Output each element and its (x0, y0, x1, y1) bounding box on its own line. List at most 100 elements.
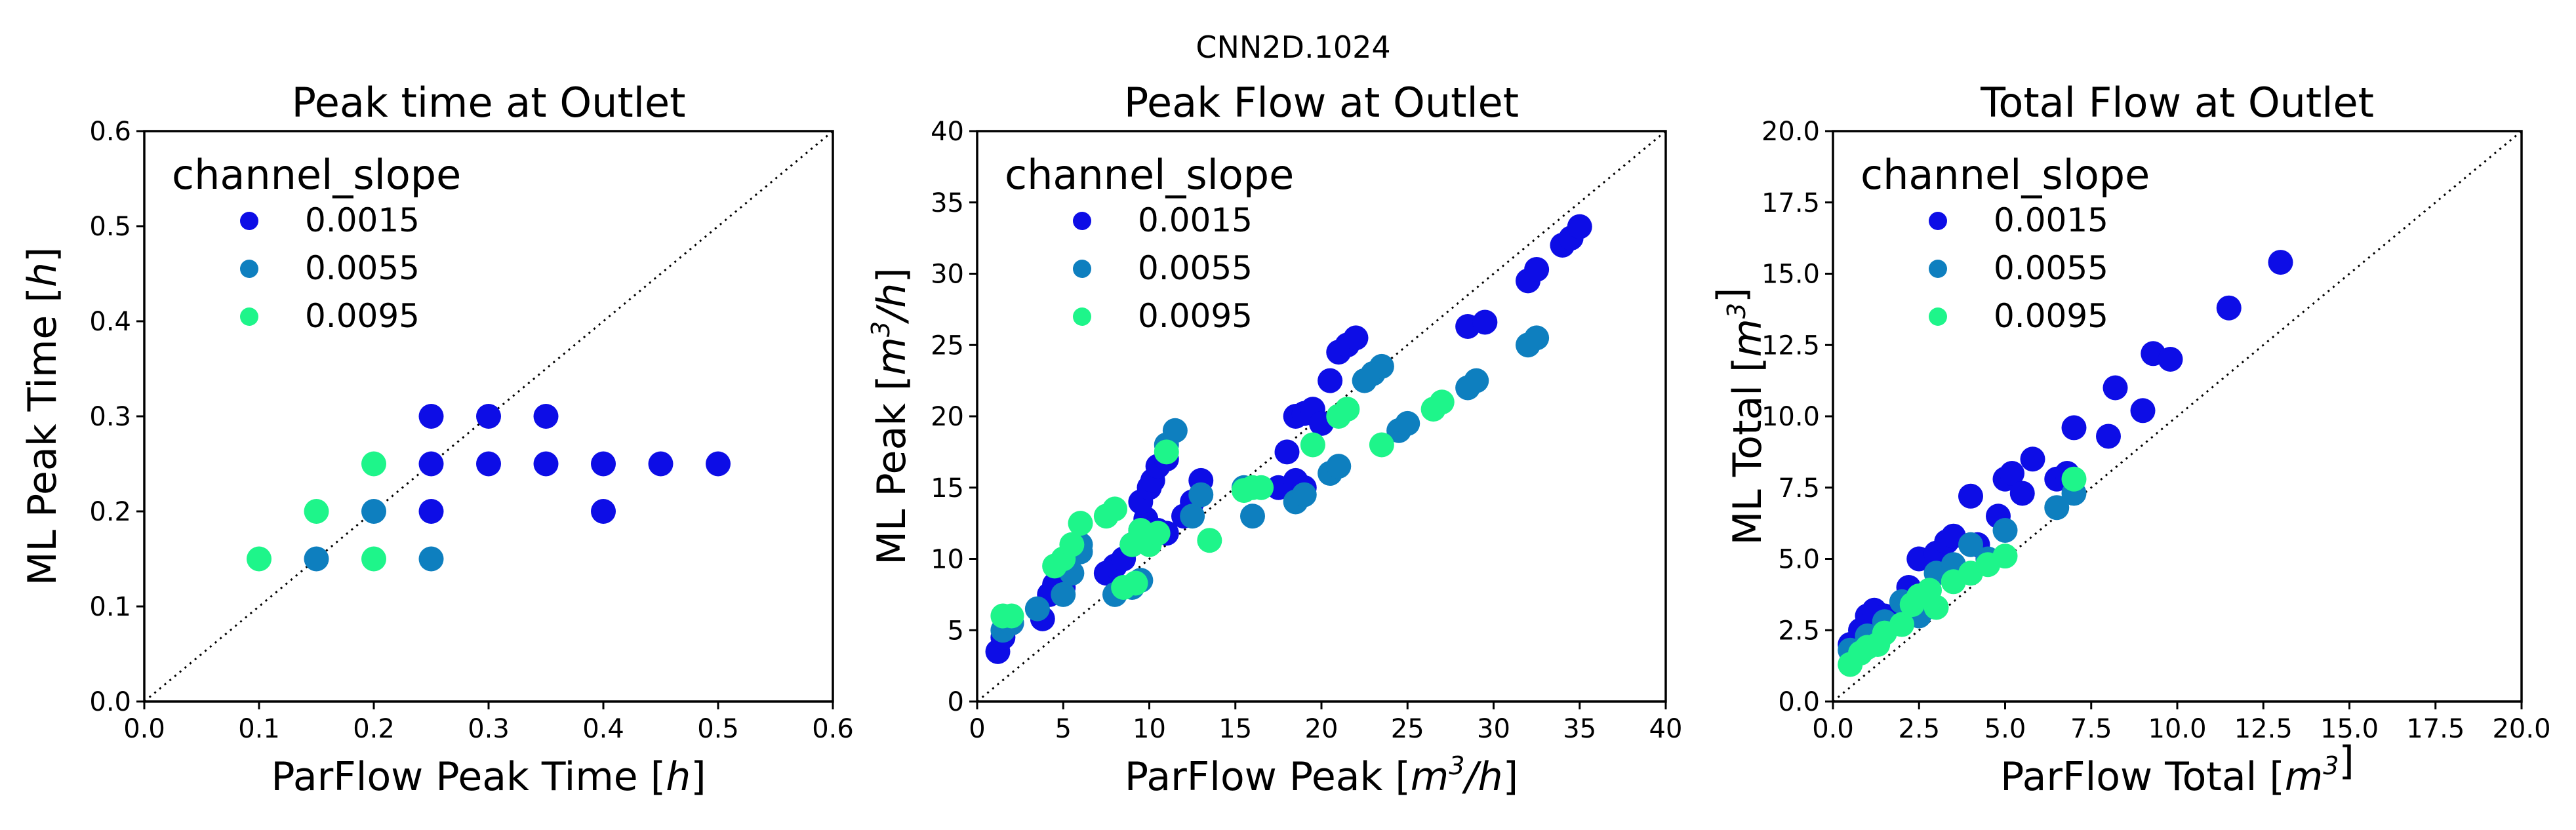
data-point (2096, 424, 2121, 449)
y-axis-label: ML Peak [m3/h] (866, 267, 915, 565)
series-0.0095 (990, 389, 1455, 629)
y-tick-label: 20 (931, 402, 964, 432)
data-point (1429, 389, 1455, 415)
x-tick-label: 0.0 (1812, 714, 1854, 744)
chart-panels: Peak time at Outlet 0.0 0.1 0.2 0.3 0.4 0.5 0.6… (20, 79, 2551, 800)
x-tick-label: 7.5 (2070, 714, 2112, 744)
y-tick-label: 0.3 (89, 402, 131, 432)
data-point (476, 404, 501, 429)
y-tick-label: 2.5 (1778, 616, 1820, 646)
x-tick-label: 0.5 (697, 714, 739, 744)
series-0.0055 (304, 499, 444, 572)
x-tick-label: 0 (969, 714, 985, 744)
data-point (1180, 504, 1205, 529)
legend-title: channel_slope (1005, 151, 1294, 199)
data-point (1923, 595, 1949, 620)
data-point (1992, 543, 2018, 569)
data-point (533, 451, 559, 477)
data-point (2020, 446, 2045, 472)
x-tick-label: 0.1 (238, 714, 280, 744)
y-tick-label: 10 (931, 545, 964, 575)
x-tick-label: 0.2 (353, 714, 395, 744)
data-point (361, 546, 386, 572)
x-tick-label: 10.0 (2148, 714, 2206, 744)
panel-1: Peak time at Outlet 0.0 0.1 0.2 0.3 0.4 0.5 0.6… (20, 79, 854, 800)
x-tick-label: 0.0 (123, 714, 165, 744)
legend-entry: 0.0015 (305, 201, 420, 239)
legend-marker (1929, 212, 1947, 230)
x-tick-label: 5 (1055, 714, 1072, 744)
data-point (1335, 397, 1360, 422)
series-0.0095 (247, 451, 386, 572)
data-point (1326, 454, 1352, 479)
y-tick-label: 17.5 (1761, 188, 1820, 218)
data-point (1274, 439, 1300, 465)
legend-entry: 0.0055 (305, 249, 420, 287)
y-tick-label: 30 (931, 260, 964, 290)
data-point (999, 603, 1024, 629)
identity-line (1832, 130, 2522, 703)
panel-title: Peak Flow at Outlet (1124, 79, 1519, 127)
data-point (533, 404, 559, 429)
x-tick-label: 20 (1305, 714, 1338, 744)
data-point (476, 451, 501, 477)
data-point (1958, 483, 1983, 509)
series-0.0015 (418, 404, 731, 524)
legend-entry: 0.0015 (1138, 201, 1253, 239)
data-point (418, 499, 444, 524)
data-point (2158, 347, 2183, 372)
y-tick-label: 0.0 (89, 687, 131, 717)
x-tick-label: 2.5 (1898, 714, 1940, 744)
y-tick-label: 0.6 (89, 117, 131, 147)
data-point (1958, 532, 1983, 557)
y-tick-label: 15.0 (1761, 260, 1820, 290)
data-point (1524, 256, 1550, 282)
data-point (304, 499, 329, 524)
data-point (1188, 482, 1214, 507)
y-tick-label: 20.0 (1761, 117, 1820, 147)
panel-2: Peak Flow at Outlet 0 5 10 15 20 25 30 35 40 0 5 10 1… (866, 79, 1682, 800)
legend-marker (1929, 307, 1947, 326)
data-point (648, 451, 674, 477)
data-point (1300, 432, 1325, 458)
data-point (1240, 504, 1265, 529)
data-point (2009, 481, 2035, 506)
legend-entry: 0.0055 (1994, 249, 2108, 287)
x-tick-label: 25 (1391, 714, 1424, 744)
data-point (1162, 418, 1188, 443)
y-tick-label: 35 (931, 188, 964, 218)
series-0.0095 (1838, 466, 2087, 677)
legend-entry: 0.0095 (1994, 297, 2108, 335)
x-tick-label: 30 (1477, 714, 1510, 744)
data-point (2044, 495, 2070, 521)
x-tick-label: 40 (1649, 714, 1683, 744)
figure-suptitle: CNN2D.1024 (1196, 30, 1390, 65)
y-tick-label: 0.5 (89, 212, 131, 242)
x-tick-label: 20.0 (2492, 714, 2550, 744)
x-axis-label: ParFlow Peak Time [h] (271, 754, 706, 800)
data-point (1123, 570, 1148, 596)
data-point (1472, 309, 1498, 335)
panel-title: Total Flow at Outlet (1980, 79, 2374, 127)
data-point (1889, 612, 1914, 637)
x-tick-label: 5.0 (1984, 714, 2026, 744)
x-tick-label: 12.5 (2234, 714, 2293, 744)
data-point (418, 451, 444, 477)
legend-marker (240, 260, 258, 278)
x-tick-label: 0.6 (812, 714, 854, 744)
legend-marker (240, 307, 258, 326)
legend-marker (1073, 212, 1091, 230)
legend-entry: 0.0095 (1138, 297, 1253, 335)
panel-title: Peak time at Outlet (292, 79, 686, 127)
data-point (2000, 461, 2024, 486)
data-point (1524, 325, 1550, 351)
y-axis-label: ML Peak Time [h] (20, 247, 66, 586)
data-point (591, 451, 616, 477)
data-point (1369, 432, 1394, 458)
x-tick-label: 15 (1218, 714, 1252, 744)
legend-title: channel_slope (172, 151, 461, 199)
series-0.0015 (985, 214, 1592, 664)
data-point (1567, 214, 1592, 239)
legend-marker (1073, 260, 1091, 278)
